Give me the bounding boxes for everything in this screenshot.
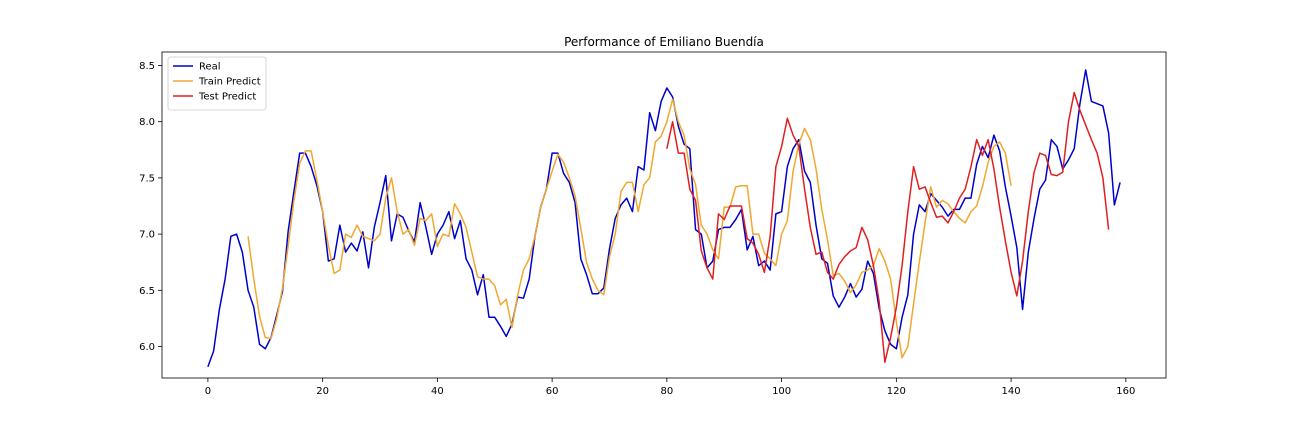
series-layer (207, 69, 1121, 368)
chart-title: Performance of Emiliano Buendía (564, 35, 764, 49)
x-tick-label: 140 (1002, 386, 1021, 397)
x-tick-label: 20 (316, 386, 329, 397)
y-tick-label: 8.5 (139, 61, 155, 72)
y-tick-label: 8.0 (139, 117, 155, 128)
series-line-real (207, 69, 1121, 368)
plot-frame (161, 51, 1167, 379)
x-tick-label: 80 (661, 386, 674, 397)
x-tick-label: 0 (205, 386, 211, 397)
legend: Real Train Predict Test Predict (167, 56, 267, 111)
series-line-test-predict (666, 91, 1110, 364)
legend-label-test-predict: Test Predict (198, 92, 256, 103)
x-tick-label: 100 (772, 386, 791, 397)
legend-label-real: Real (199, 62, 221, 73)
x-tick-label: 120 (887, 386, 906, 397)
x-tick-label: 160 (1116, 386, 1135, 397)
x-axis: 0 20 40 60 80 100 120 140 160 (205, 378, 1135, 397)
y-tick-label: 7.0 (139, 230, 155, 241)
y-axis: 6.0 6.5 7.0 7.5 8.0 8.5 (139, 61, 162, 353)
y-tick-label: 6.0 (139, 342, 155, 353)
x-tick-label: 60 (546, 386, 559, 397)
legend-label-train-predict: Train Predict (198, 77, 261, 88)
series-line-train-predict (247, 98, 1012, 359)
y-tick-label: 6.5 (139, 286, 155, 297)
x-tick-label: 40 (431, 386, 444, 397)
y-tick-label: 7.5 (139, 173, 155, 184)
